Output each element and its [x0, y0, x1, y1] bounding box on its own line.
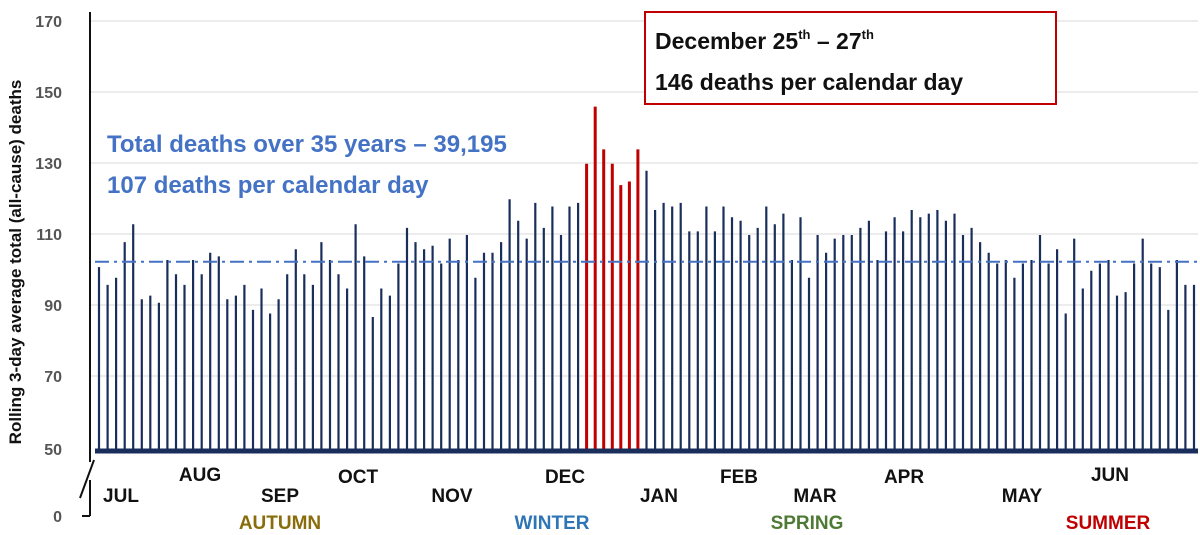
season-label: SUMMER [1066, 513, 1151, 534]
month-label: AUG [179, 465, 221, 486]
peak-annotation-box [644, 11, 1057, 105]
month-label: JUL [103, 486, 139, 507]
month-label: APR [884, 467, 924, 488]
peak-date-end: – 27 [810, 28, 861, 54]
month-label: JUN [1091, 465, 1129, 486]
y-tick-label: 170 [35, 14, 62, 31]
peak-date-start-suffix: th [798, 27, 810, 42]
month-label: MAY [1002, 486, 1043, 507]
y-axis [79, 12, 95, 517]
y-tick-label: 110 [36, 227, 62, 244]
bars [97, 106, 1196, 449]
y-tick-label: 50 [44, 442, 62, 459]
y-tick-label: 90 [44, 298, 62, 315]
y-tick-labels: 170 150 130 110 90 70 50 0 [35, 14, 62, 526]
month-label: JAN [640, 486, 678, 507]
month-label: MAR [793, 486, 837, 507]
axis-break-mark [79, 459, 95, 499]
month-label: FEB [720, 467, 758, 488]
month-label: OCT [338, 467, 379, 488]
y-tick-label: 150 [35, 85, 62, 102]
y-axis-label: Rolling 3-day average total (all-cause) … [6, 80, 25, 445]
daily-average-annotation: 107 deaths per calendar day [107, 172, 429, 199]
y-tick-label: 130 [35, 156, 62, 173]
month-labels: JUL AUG SEP OCT NOV DEC JAN FEB MAR APR MAY JUN [103, 465, 1129, 507]
peak-date-annotation: December 25th – 27th [655, 27, 874, 54]
season-label: WINTER [515, 513, 590, 534]
month-label: DEC [545, 467, 585, 488]
season-labels: AUTUMN WINTER SPRING SUMMER [239, 513, 1151, 534]
season-label: SPRING [771, 513, 844, 534]
peak-deaths-annotation: 146 deaths per calendar day [655, 69, 963, 95]
month-label: SEP [261, 486, 299, 507]
month-label: NOV [431, 486, 473, 507]
y-tick-label: 70 [44, 369, 62, 386]
total-deaths-annotation: Total deaths over 35 years – 39,195 [107, 131, 507, 158]
season-label: AUTUMN [239, 513, 321, 534]
peak-date-start: December 25 [655, 28, 798, 54]
y-tick-label: 0 [53, 509, 62, 526]
peak-date-end-suffix: th [862, 27, 874, 42]
